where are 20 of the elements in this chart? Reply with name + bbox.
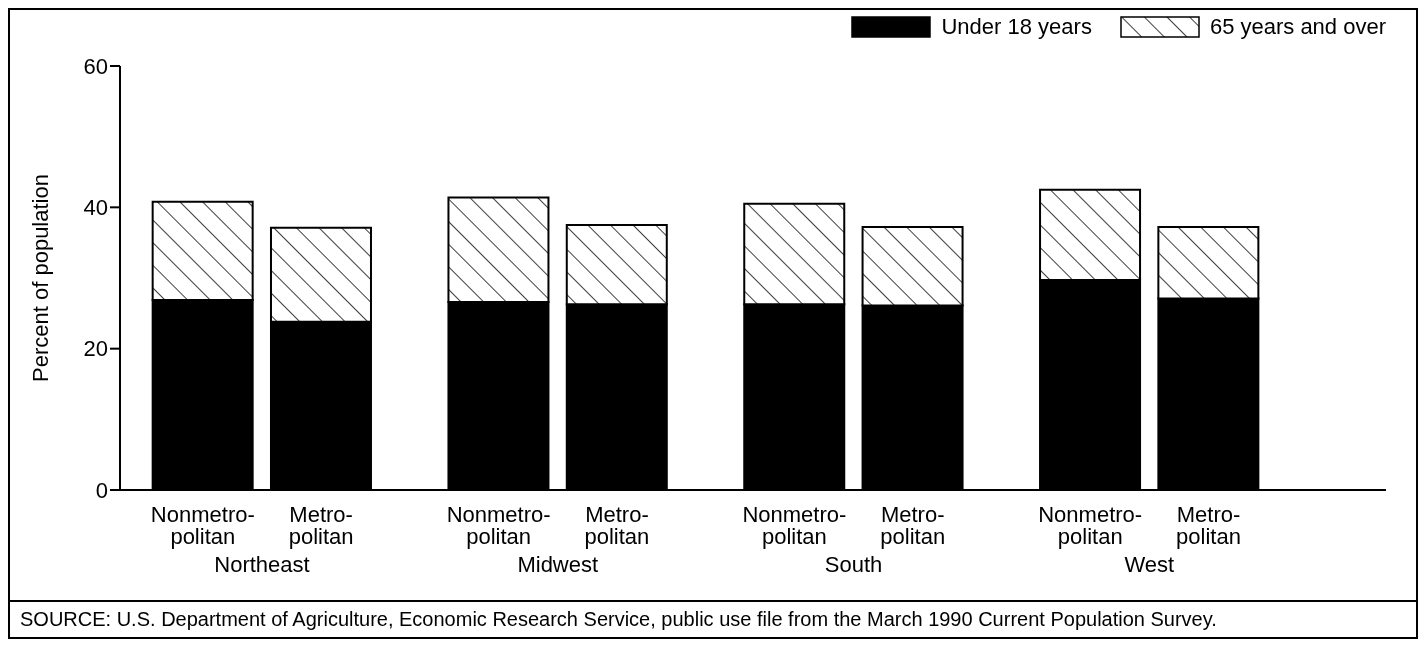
x-tick-label: Nonmetro- politan — [742, 502, 847, 549]
x-tick-label: Nonmetro- politan — [1038, 502, 1143, 549]
text: South — [824, 552, 883, 577]
x-tick-label: Metro- politan — [880, 502, 946, 549]
x-tick-label: Nonmetro- politan — [446, 502, 551, 549]
legend-label: 65 years and over — [1209, 14, 1386, 40]
y-axis-title: Percent of population — [27, 174, 53, 382]
x-tick-label: Metro- politan — [288, 502, 354, 549]
text: West — [1124, 552, 1175, 577]
x-tick-label: Metro- politan — [1176, 502, 1241, 549]
y-tick-label: 40 — [83, 195, 108, 221]
x-tick-label: Metro- politan — [584, 502, 650, 549]
source-note: SOURCE: U.S. Department of Agriculture, Economic Research Service, public use file from the March 1990 Current Population Survey. — [10, 600, 1416, 637]
x-tick-label: Nonmetro- politan — [150, 502, 255, 549]
text: Northeast — [214, 552, 310, 577]
y-tick-label: 60 — [83, 53, 108, 79]
legend-label: Under 18 years — [941, 14, 1092, 40]
y-tick-label: 20 — [83, 336, 108, 362]
text: Midwest — [517, 552, 599, 577]
y-tick-label: 0 — [95, 477, 108, 503]
